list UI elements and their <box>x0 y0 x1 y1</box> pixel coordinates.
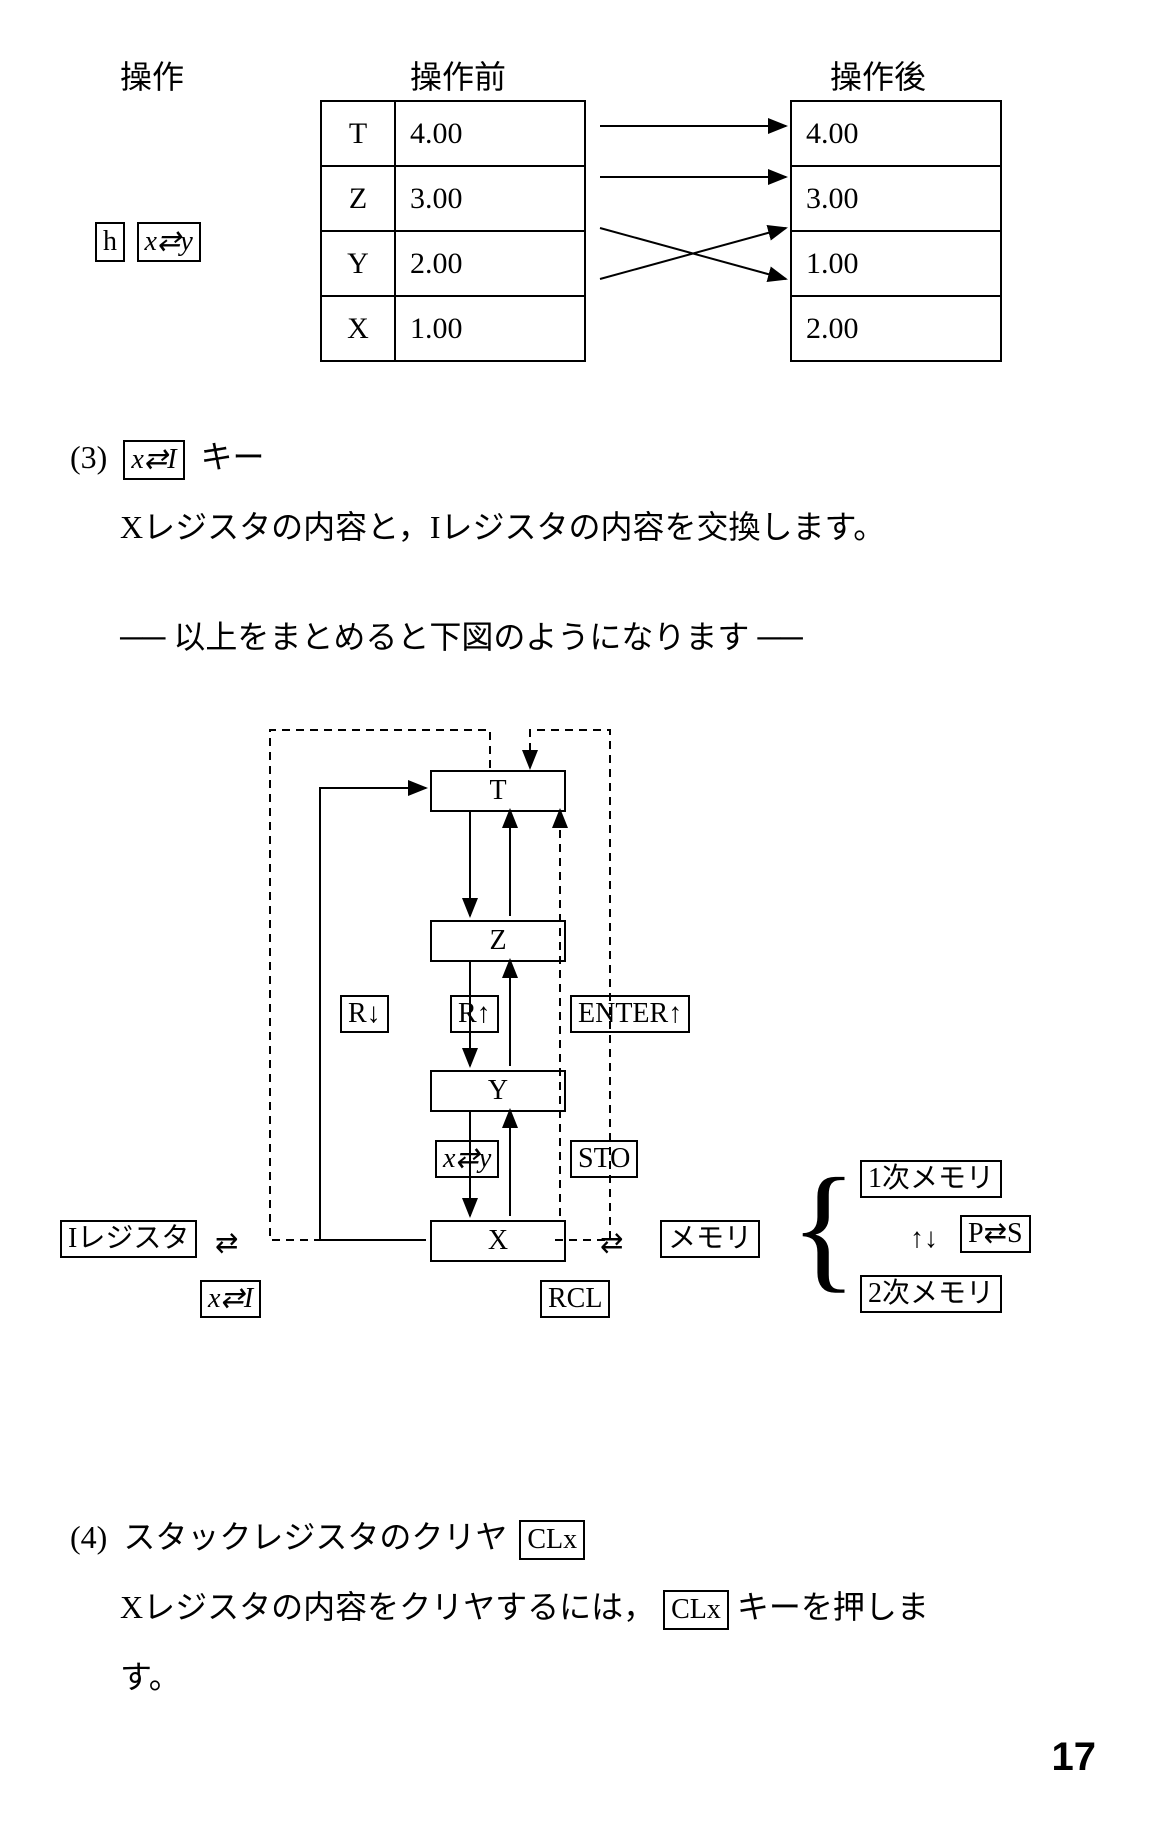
row-label: Y <box>321 231 395 296</box>
RCL-key: RCL <box>540 1280 610 1318</box>
xI-key: x⇄I <box>123 440 184 480</box>
row-label: Z <box>321 166 395 231</box>
header-operation: 操作 <box>120 50 184 104</box>
before-val: 2.00 <box>395 231 585 296</box>
CLx-key: CLx <box>519 1520 585 1560</box>
op-keys: h x⇄y <box>95 215 201 266</box>
mem1-box: 1次メモリ <box>860 1160 1002 1198</box>
before-table: T4.00 Z3.00 Y2.00 X1.00 <box>320 100 586 362</box>
section-3-heading: (3) x⇄I キー <box>70 430 265 484</box>
before-val: 1.00 <box>395 296 585 361</box>
Rdown-key: R↓ <box>340 995 389 1033</box>
swap-left-icon: ⇄ <box>215 1220 238 1268</box>
after-val: 3.00 <box>791 166 1001 231</box>
after-val: 4.00 <box>791 101 1001 166</box>
CLx-key-2: CLx <box>663 1590 729 1630</box>
sec3-body: Xレジスタの内容と，Iレジスタの内容を交換します。 <box>120 500 1120 554</box>
stack-diagram: T Z Y X R↓ R↑ ENTER↑ x⇄y Iレジスタ ⇄ x⇄I STO… <box>0 720 1166 1420</box>
section-4-heading: (4) スタックレジスタのクリヤ CLx <box>70 1510 585 1564</box>
node-Z: Z <box>430 920 566 962</box>
header-after: 操作後 <box>830 50 926 104</box>
before-val: 4.00 <box>395 101 585 166</box>
page-number: 17 <box>1052 1723 1097 1791</box>
before-val: 3.00 <box>395 166 585 231</box>
after-val: 2.00 <box>791 296 1001 361</box>
node-Y: Y <box>430 1070 566 1112</box>
updown-icon: ↑↓ <box>910 1215 938 1263</box>
ENTER-key: ENTER↑ <box>570 995 690 1033</box>
header-before: 操作前 <box>410 50 506 104</box>
sec4-body-line2: す。 <box>120 1650 1120 1704</box>
sec4-title: スタックレジスタのクリヤ <box>123 1519 507 1555</box>
brace-icon: { <box>790 1158 857 1298</box>
sec3-num: (3) <box>70 439 107 475</box>
sec4-body1: Xレジスタの内容をクリヤするには， <box>120 1589 655 1625</box>
sec3-summary: ── 以上をまとめると下図のようになります ── <box>120 610 1120 664</box>
h-key: h <box>95 222 125 262</box>
PS-key: P⇄S <box>960 1215 1031 1253</box>
page: 操作 操作前 操作後 h x⇄y T4.00 Z3.00 Y2.00 X1.00… <box>0 0 1166 1826</box>
xy-key: x⇄y <box>137 222 201 262</box>
node-X: X <box>430 1220 566 1262</box>
row-label: X <box>321 296 395 361</box>
xI-key2: x⇄I <box>200 1280 261 1318</box>
sec4-num: (4) <box>70 1519 107 1555</box>
sec3-key-suffix: キー <box>201 439 265 475</box>
Ireg-box: Iレジスタ <box>60 1220 197 1258</box>
row-label: T <box>321 101 395 166</box>
after-table: 4.00 3.00 1.00 2.00 <box>790 100 1002 362</box>
node-T: T <box>430 770 566 812</box>
sec4-body-line1: Xレジスタの内容をクリヤするには， CLx キーを押しま <box>120 1580 1120 1634</box>
sec4-body2: キーを押しま <box>737 1589 929 1625</box>
Rup-key: R↑ <box>450 995 499 1033</box>
after-val: 1.00 <box>791 231 1001 296</box>
swap-right-icon: ⇄ <box>600 1220 623 1268</box>
mem2-box: 2次メモリ <box>860 1275 1002 1313</box>
xy-key2: x⇄y <box>435 1140 499 1178</box>
memory-box: メモリ <box>660 1220 760 1258</box>
STO-key: STO <box>570 1140 638 1178</box>
